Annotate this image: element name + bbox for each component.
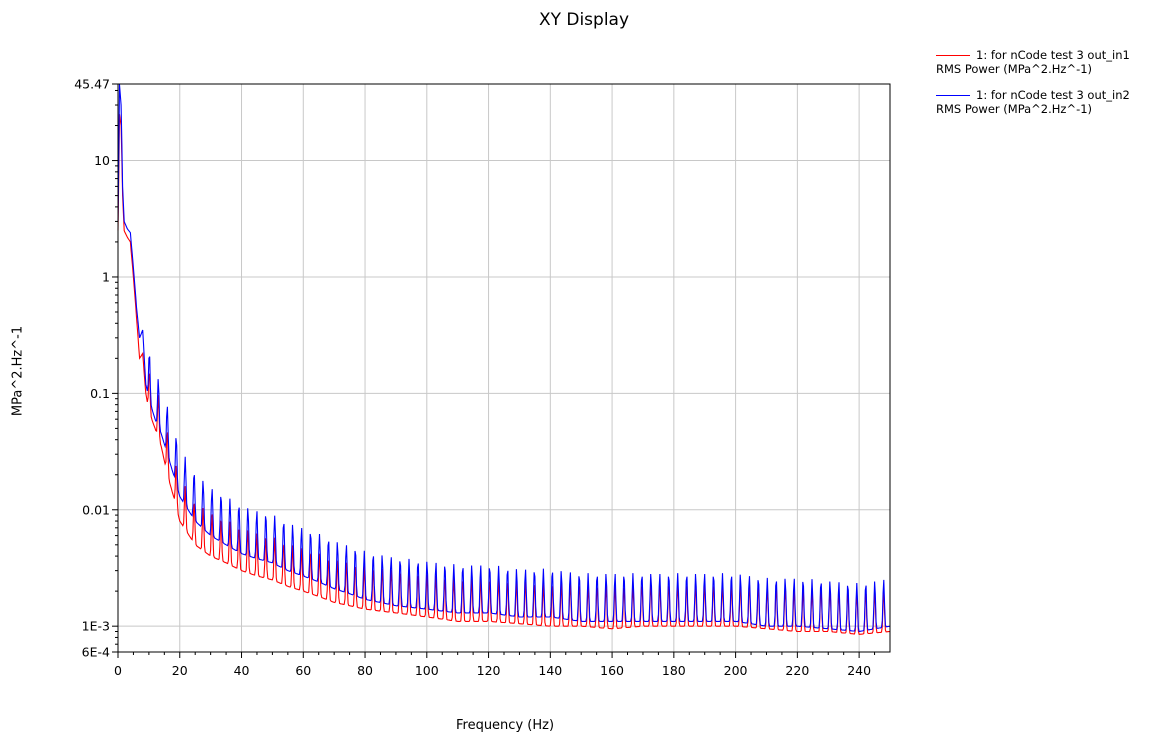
x-tick-label: 60	[295, 663, 311, 678]
y-tick-label: 1E-3	[82, 619, 110, 634]
x-tick-label: 20	[172, 663, 188, 678]
y-tick-label: 10	[94, 153, 110, 168]
y-tick-label: 0.1	[90, 386, 110, 401]
x-tick-label: 80	[357, 663, 373, 678]
x-tick-label: 100	[415, 663, 439, 678]
y-tick-label: 0.01	[82, 502, 110, 517]
x-tick-label: 0	[114, 663, 122, 678]
x-tick-label: 120	[477, 663, 501, 678]
x-tick-label: 140	[538, 663, 562, 678]
y-tick-label: 45.47	[74, 77, 110, 92]
y-tick-label: 1	[102, 269, 110, 284]
x-tick-label: 160	[600, 663, 624, 678]
x-tick-label: 240	[847, 663, 871, 678]
x-tick-label: 200	[724, 663, 748, 678]
x-tick-label: 40	[234, 663, 250, 678]
y-tick-label: 6E-4	[82, 645, 110, 660]
x-tick-label: 220	[785, 663, 809, 678]
x-tick-label: 180	[662, 663, 686, 678]
